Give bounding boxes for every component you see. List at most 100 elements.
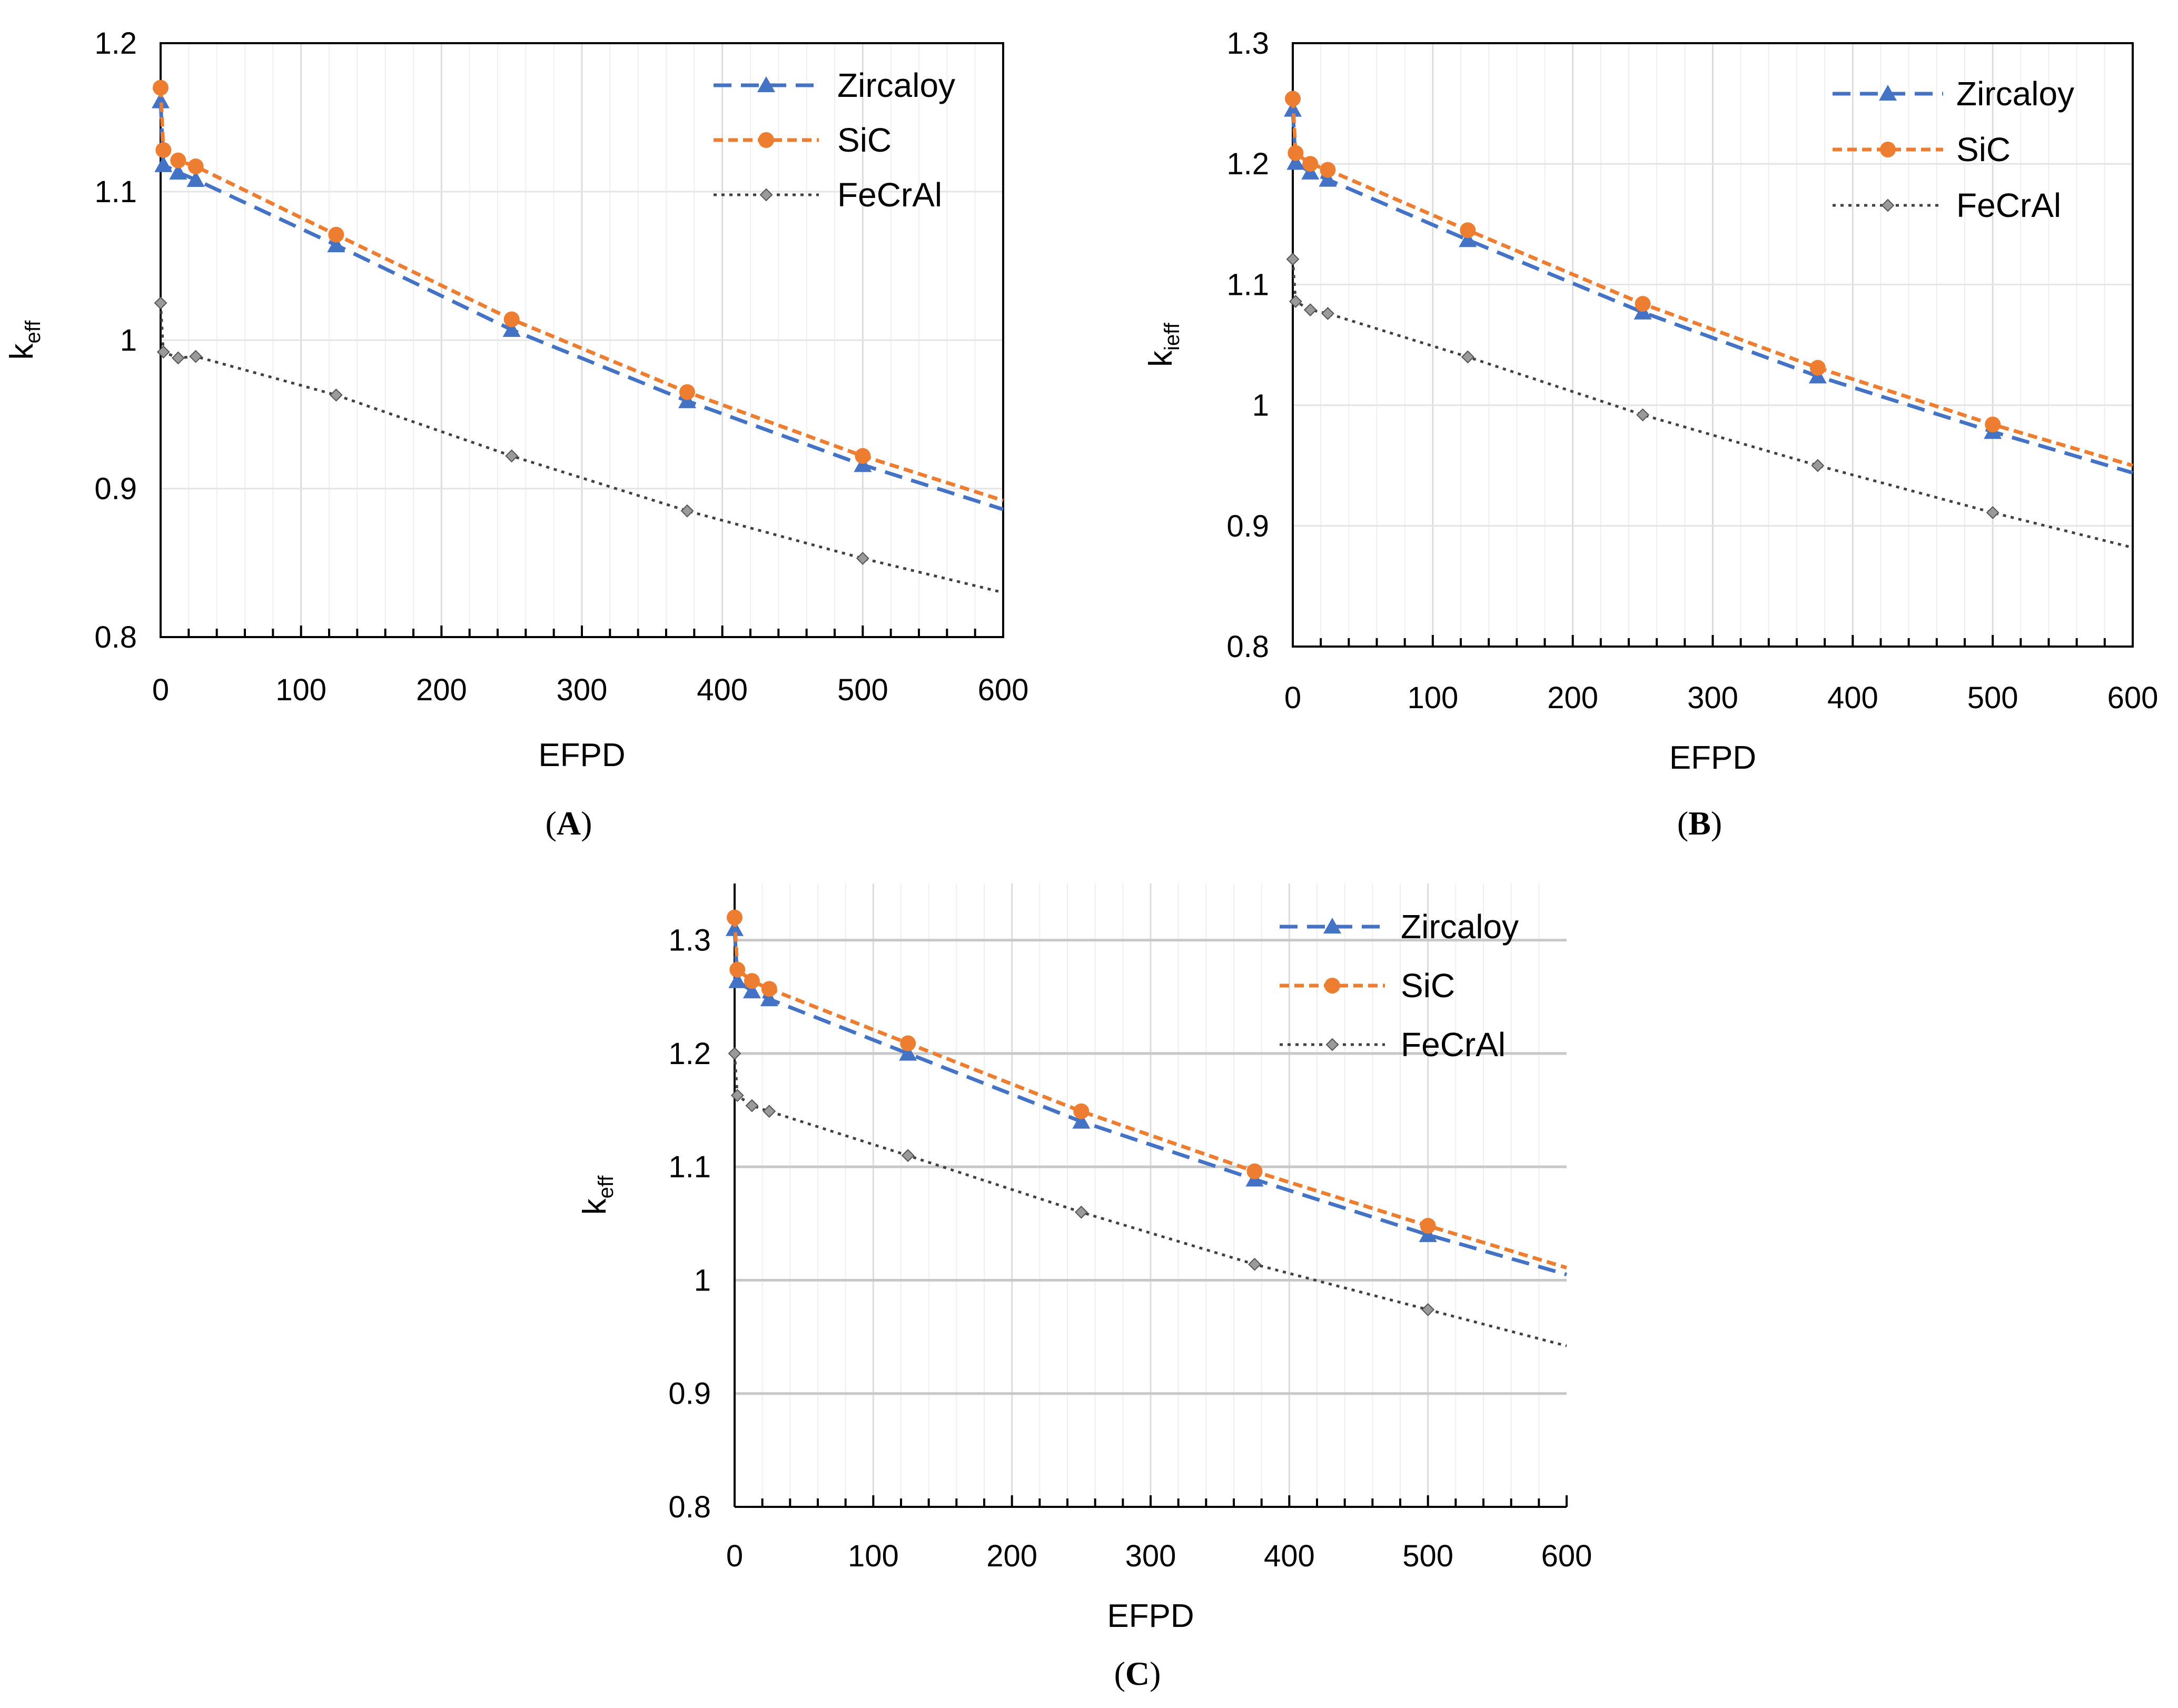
data-point [169,163,187,180]
data-point [171,351,185,365]
data-point [744,973,760,989]
data-point [1460,222,1476,239]
legend-item-sic: SiC [1280,967,1455,1005]
panel-caption: (B) [1677,805,1722,842]
data-point [761,981,777,997]
x-axis-title: EFPD [538,737,625,773]
data-point [187,158,204,175]
legend-marker [1325,1038,1339,1051]
legend-item-fecral: FeCrAl [1833,186,2061,224]
data-point [502,321,521,337]
y-axis-title: keff [4,320,45,360]
data-point [1074,1205,1088,1219]
legend-label: SiC [1401,967,1455,1005]
legend-label: SiC [1956,131,2011,168]
legend-label: Zircaloy [1401,908,1519,946]
data-point [728,1047,741,1060]
data-point [1302,156,1319,172]
data-point [1986,506,1999,520]
series-zircaloy [726,920,1567,1277]
y-tick-label: 1 [120,323,137,358]
data-point [1319,170,1337,187]
series-sic [153,80,1004,502]
data-point [729,961,746,978]
data-point [727,909,742,926]
data-point [745,1099,759,1113]
y-tick-label: 0.9 [668,1377,711,1411]
data-point [728,972,747,988]
legend-label: Zircaloy [1956,75,2074,113]
panel-caption: (A) [546,805,592,842]
data-point [1419,1226,1437,1242]
x-tick-label: 200 [416,673,467,707]
legend: Zircaloy SiC FeCrAl [714,66,955,214]
data-point [1073,1103,1090,1119]
x-tick-label: 400 [1264,1539,1315,1573]
legend-marker [1880,142,1896,157]
data-point [1421,1303,1435,1316]
x-tick-label: 100 [848,1539,899,1573]
data-point [1284,101,1302,117]
y-tick-label: 0.8 [1226,630,1269,664]
data-point [189,350,203,363]
legend-item-fecral: FeCrAl [1280,1026,1506,1064]
data-point [1985,416,2001,433]
x-tick-label: 0 [152,673,169,707]
data-point [901,1149,915,1163]
data-point [1461,350,1474,364]
legend-marker [1323,918,1341,934]
x-tick-label: 0 [1284,681,1301,715]
data-point [742,982,761,999]
y-axis-title: kieff [1143,322,1184,367]
x-tick-label: 200 [1547,681,1598,715]
data-point [1420,1218,1436,1234]
data-point [1286,153,1305,170]
legend-label: Zircaloy [837,66,955,104]
data-point [856,552,869,565]
legend-marker [1324,978,1340,994]
series-fecral [1286,252,2133,549]
data-point [1288,145,1304,161]
y-tick-label: 0.8 [668,1490,711,1524]
x-tick-label: 500 [1967,681,2018,715]
x-tick-label: 400 [1827,681,1878,715]
legend-marker [1881,198,1895,212]
data-point [152,92,170,108]
legend-label: FeCrAl [1956,186,2061,224]
series-fecral [154,296,1004,594]
y-tick-label: 1.3 [1226,26,1269,61]
x-tick-label: 100 [1407,681,1458,715]
series-fecral [728,1047,1567,1347]
y-tick-label: 1.1 [1226,267,1269,302]
x-tick-label: 500 [1402,1539,1453,1573]
x-tick-label: 600 [978,673,1029,707]
data-point [854,455,872,472]
data-point [1636,408,1649,422]
legend-label: SiC [837,121,892,159]
y-tick-label: 1.2 [1226,147,1269,181]
x-tick-label: 100 [275,673,326,707]
legend-item-fecral: FeCrAl [714,176,942,214]
x-axis-title: EFPD [1669,740,1756,776]
data-point [1289,295,1302,308]
y-tick-label: 0.8 [94,620,137,654]
x-tick-label: 0 [726,1539,743,1573]
data-point [156,345,170,359]
data-point [1635,296,1651,312]
data-point [1321,306,1334,320]
series-sic [1285,91,2133,468]
x-tick-label: 200 [986,1539,1037,1573]
data-point [1285,91,1301,107]
x-tick-label: 300 [557,673,608,707]
y-tick-label: 1.2 [668,1037,711,1071]
x-tick-label: 400 [697,673,748,707]
y-tick-label: 1.1 [94,175,137,209]
data-point [505,449,519,463]
legend-marker [758,132,774,148]
data-point [1303,303,1317,316]
x-axis-title: EFPD [1107,1598,1194,1634]
y-tick-label: 0.9 [94,472,137,506]
chart-panel-b: 0 100 200 300 400 500 600 0.8 0.9 1 1.1 1.2 1.3 EFPD k… [1143,26,2158,842]
series-line [159,303,1004,594]
data-point [1809,360,1826,376]
